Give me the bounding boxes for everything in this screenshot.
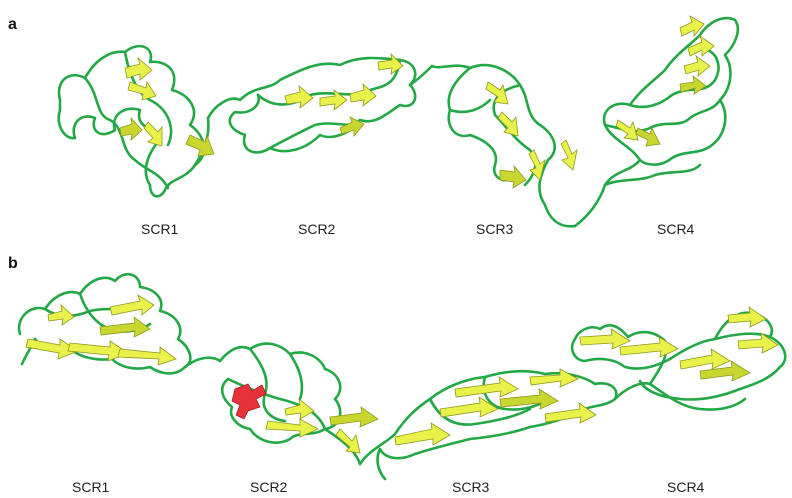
beta-strand (615, 119, 639, 141)
beta-strand (394, 422, 451, 446)
protein-ribbon-b (17, 272, 787, 481)
coil-segment (570, 324, 672, 401)
coil-segment (408, 64, 434, 87)
beta-strand (579, 328, 631, 350)
coil-segment (358, 369, 618, 466)
coil-segment (648, 382, 747, 411)
beta-strand (635, 126, 661, 147)
coil-segment (447, 66, 517, 182)
coil-segment (573, 16, 740, 228)
beta-strand (117, 346, 177, 366)
beta-strand (109, 294, 155, 316)
beta-strand (683, 54, 711, 77)
beta-strand (497, 111, 519, 137)
beta-strand (25, 338, 79, 360)
scr3-label-a: SCR3 (476, 221, 514, 237)
beta-strand (284, 84, 314, 109)
beta-strand (544, 402, 597, 424)
scr3-domain-a (430, 63, 578, 228)
coil-segment (288, 352, 304, 401)
beta-strand (127, 80, 157, 101)
beta-strand (329, 406, 379, 428)
coil-segment (428, 397, 532, 426)
coil-segment (268, 118, 362, 150)
coil-segment (183, 342, 342, 444)
beta-strand (727, 306, 767, 328)
beta-strand (679, 75, 707, 95)
beta-strand (737, 332, 779, 354)
scr2-label-a: SCR2 (298, 221, 336, 237)
beta-strand (67, 340, 129, 362)
beta-strand (265, 418, 319, 438)
beta-strand (485, 81, 509, 105)
coil-segment (448, 98, 492, 114)
scr2-label-b: SCR2 (250, 479, 288, 495)
beta-strand (284, 398, 315, 420)
scr4-domain-b (570, 306, 787, 411)
alpha-helix (231, 383, 267, 420)
coil-segment (603, 163, 702, 187)
coil-segment (376, 447, 387, 481)
coil-segment (57, 44, 206, 198)
beta-strand (47, 303, 75, 326)
beta-strand (560, 139, 578, 171)
scr1-label-a: SCR1 (141, 221, 179, 237)
beta-strand (687, 34, 715, 57)
scr1-label-b: SCR1 (72, 479, 110, 495)
beta-strand (143, 121, 163, 147)
beta-strand (124, 56, 153, 81)
beta-strand (529, 368, 579, 388)
beta-strand (679, 348, 731, 370)
coil-segment (206, 56, 417, 154)
scr3-domain-b (358, 368, 618, 481)
beta-strand (349, 82, 377, 107)
beta-strand (619, 336, 679, 358)
beta-strand (454, 376, 519, 398)
panel-label-b: b (8, 255, 18, 272)
coil-segment (248, 347, 287, 423)
beta-strand (119, 116, 143, 142)
beta-strand (699, 360, 751, 382)
beta-strand (185, 134, 215, 157)
panel-a: a (8, 15, 740, 237)
beta-strand (319, 89, 348, 111)
scr3-label-b: SCR3 (452, 479, 490, 495)
beta-strand (339, 116, 365, 138)
scr1-domain-a (57, 44, 215, 198)
beta-strand (377, 52, 404, 75)
coil-segment (83, 76, 170, 190)
beta-strand (499, 164, 527, 189)
coil-segment (17, 272, 192, 375)
coil-segment (323, 427, 362, 466)
beta-strand (499, 388, 559, 410)
beta-strand (679, 15, 705, 38)
panel-label-a: a (8, 16, 17, 33)
panel-b: b (0, 249, 792, 498)
scr4-domain-a (573, 15, 740, 228)
scr1-domain-b (17, 272, 192, 375)
beta-strand (528, 149, 546, 181)
protein-ribbon-a (57, 15, 740, 228)
beta-strand (99, 316, 151, 338)
scr2-domain-a (206, 52, 434, 154)
scr2-domain-b (183, 342, 379, 466)
beta-strand (439, 396, 499, 418)
scr4-label-a: SCR4 (657, 221, 695, 237)
scr4-label-b: SCR4 (667, 479, 705, 495)
beta-strand (335, 428, 361, 454)
